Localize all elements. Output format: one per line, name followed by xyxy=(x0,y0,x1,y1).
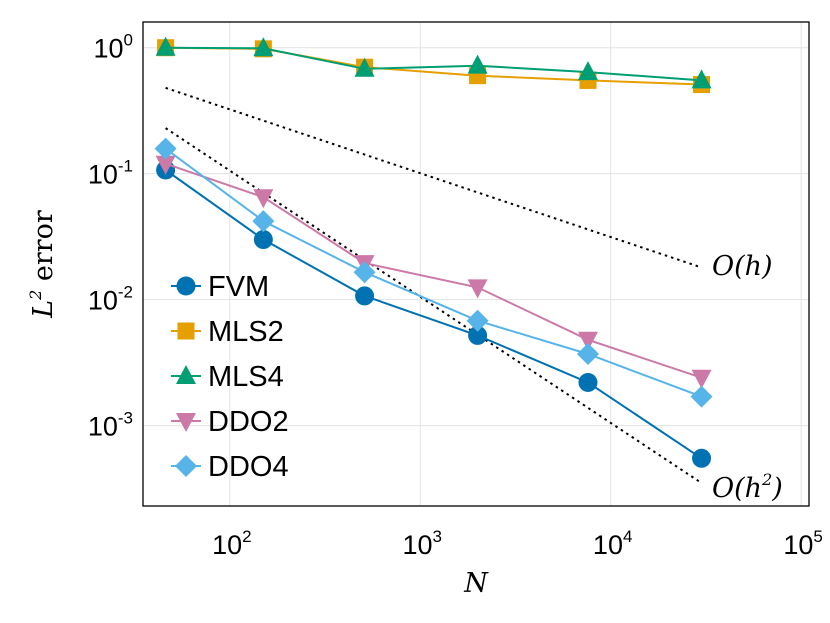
legend-marker-mls2 xyxy=(177,322,195,340)
legend-marker-ddo4 xyxy=(175,455,197,477)
point-fvm-3 xyxy=(468,325,488,345)
point-ddo4-5 xyxy=(690,385,713,408)
plot-frame xyxy=(142,21,810,507)
x-tick-label-3: 105 xyxy=(783,527,823,560)
legend-label-ddo2: DDO2 xyxy=(208,406,289,438)
y-tick-label-3: 10-3 xyxy=(88,409,133,442)
y-tick-base-3: 10 xyxy=(88,412,118,442)
x-tick-base-0: 10 xyxy=(212,530,242,560)
legend-item-ddo2: DDO2 xyxy=(171,406,289,438)
y-tick-exp-2: -2 xyxy=(118,283,133,302)
point-mls4-0 xyxy=(155,36,176,56)
x-tick-base-3: 10 xyxy=(783,530,813,560)
y-axis-label-base: L xyxy=(28,300,59,319)
ref-label-oh2: O(h2) xyxy=(712,470,783,504)
ref-label-oh2-sup: 2 xyxy=(761,470,772,489)
point-fvm-2 xyxy=(355,286,375,306)
ref-line-0 xyxy=(165,86,702,269)
series-layer xyxy=(154,36,713,468)
ref-label-oh2-end: ) xyxy=(771,473,783,504)
series-line-ddo2 xyxy=(165,162,702,379)
series-ddo4 xyxy=(154,137,713,408)
legend-marker-ddo2 xyxy=(176,413,196,432)
point-ddo4-1 xyxy=(252,210,275,233)
x-tick-label-2: 104 xyxy=(593,527,633,560)
point-ddo4-2 xyxy=(353,261,376,284)
series-line-mls4 xyxy=(165,46,702,82)
legend-label-mls2: MLS2 xyxy=(208,316,284,348)
x-tick-exp-1: 3 xyxy=(433,527,442,546)
x-tick-exp-0: 2 xyxy=(242,527,251,546)
point-ddo2-1 xyxy=(253,189,274,209)
point-fvm-1 xyxy=(253,230,273,250)
point-ddo2-5 xyxy=(691,369,712,389)
series-line-fvm xyxy=(165,169,703,460)
y-tick-label-2: 10-2 xyxy=(88,283,133,316)
series-fvm xyxy=(156,160,712,468)
y-tick-exp-1: -1 xyxy=(118,157,133,176)
legend-marker-fvm xyxy=(176,276,196,296)
y-tick-label-0: 100 xyxy=(93,31,133,64)
x-axis-label: N xyxy=(463,568,489,599)
point-ddo2-3 xyxy=(467,279,488,299)
y-tick-base-1: 10 xyxy=(88,160,118,190)
legend-item-mls4: MLS4 xyxy=(171,361,284,393)
y-tick-exp-3: -3 xyxy=(118,409,133,428)
legend-marker-mls4 xyxy=(176,365,196,384)
x-tick-exp-2: 4 xyxy=(623,527,632,546)
legend-item-fvm: FVM xyxy=(171,271,269,303)
ref-label-oh2-main: O(h xyxy=(712,473,762,504)
legend-label-mls4: MLS4 xyxy=(208,361,284,393)
point-mls4-3 xyxy=(467,54,488,74)
x-tick-label-0: 102 xyxy=(212,527,252,560)
y-tick-exp-0: 0 xyxy=(124,31,133,50)
y-axis-label: L2 error xyxy=(26,210,59,319)
point-mls4-1 xyxy=(253,37,274,57)
point-mls4-4 xyxy=(577,61,598,81)
point-ddo2-0 xyxy=(155,155,176,175)
y-axis-label-sup: 2 xyxy=(26,290,45,301)
legend-label-ddo4: DDO4 xyxy=(208,451,289,483)
series-mls4 xyxy=(155,36,712,89)
legend-label-fvm: FVM xyxy=(208,271,269,303)
point-ddo4-4 xyxy=(576,343,599,366)
legend-item-ddo4: DDO4 xyxy=(171,451,289,483)
y-tick-label-1: 10-1 xyxy=(88,157,133,190)
y-tick-base-0: 10 xyxy=(93,34,123,64)
ref-label-oh: O(h) xyxy=(712,251,773,282)
point-ddo4-0 xyxy=(154,137,177,160)
y-tick-base-2: 10 xyxy=(88,286,118,316)
point-ddo4-3 xyxy=(466,309,489,332)
x-tick-base-2: 10 xyxy=(593,530,623,560)
legend: FVM MLS2 MLS4 DDO2 DDO4 xyxy=(171,271,289,483)
x-tick-exp-3: 5 xyxy=(813,527,822,546)
point-mls4-5 xyxy=(691,69,712,89)
x-tick-labels: 102 103 104 105 xyxy=(212,527,823,560)
series-line-ddo4 xyxy=(165,147,702,398)
legend-item-mls2: MLS2 xyxy=(171,316,284,348)
x-tick-label-1: 103 xyxy=(402,527,442,560)
x-tick-base-1: 10 xyxy=(402,530,432,560)
point-fvm-5 xyxy=(692,448,712,468)
y-axis-label-rest: error xyxy=(28,210,59,290)
point-fvm-4 xyxy=(578,372,598,392)
point-ddo2-4 xyxy=(577,331,598,351)
point-mls4-2 xyxy=(354,57,375,77)
